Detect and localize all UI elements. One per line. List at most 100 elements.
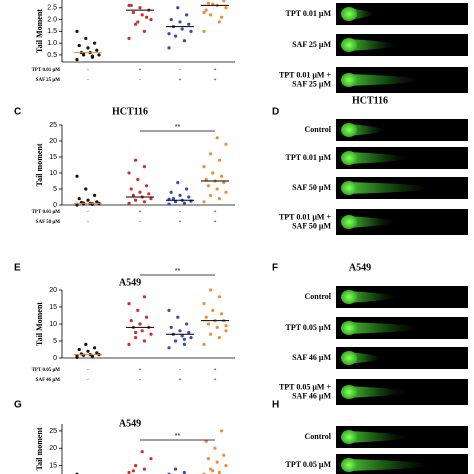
data-point — [86, 46, 90, 50]
y-tick-label: 2.5 — [47, 5, 57, 12]
data-point — [142, 29, 146, 33]
data-point — [93, 346, 97, 350]
data-point — [75, 203, 79, 207]
data-point — [178, 20, 182, 24]
data-point — [136, 177, 140, 181]
data-point — [149, 197, 153, 201]
data-point — [134, 336, 138, 340]
data-point — [131, 10, 135, 15]
comet-head — [341, 7, 357, 21]
condition-sign: - — [139, 220, 141, 225]
data-point — [180, 27, 184, 31]
condition-sign: + — [214, 378, 217, 383]
data-point — [167, 346, 171, 350]
comet-tail — [346, 216, 396, 228]
data-point — [185, 187, 189, 191]
image-row-label: Control — [304, 125, 331, 134]
image-row-label: TPT 0.05 μM + — [279, 382, 332, 391]
data-point — [217, 295, 221, 299]
data-point — [204, 315, 208, 319]
data-point — [224, 464, 228, 468]
condition-label: SAF 50 μM — [36, 220, 61, 225]
data-point — [220, 15, 224, 19]
comet-tail — [346, 74, 422, 86]
data-point — [224, 6, 228, 10]
data-point — [209, 13, 213, 17]
data-point — [77, 197, 81, 201]
data-point — [178, 329, 182, 333]
comet-tail — [346, 322, 421, 334]
data-point — [215, 325, 219, 329]
y-tick-label: 0 — [53, 355, 57, 362]
comet-tail — [346, 124, 387, 136]
data-point — [169, 190, 173, 194]
data-point — [206, 322, 210, 326]
data-point — [206, 457, 210, 461]
data-point — [204, 177, 208, 181]
panel-letter: F — [272, 263, 278, 274]
data-point — [127, 302, 131, 306]
condition-sign: - — [87, 210, 89, 215]
data-point — [90, 54, 94, 58]
data-point — [224, 190, 228, 194]
condition-sign: - — [87, 68, 89, 73]
y-tick-label: 10 — [49, 321, 57, 328]
data-point — [224, 329, 228, 333]
condition-label: TPT 0.01 μM — [32, 68, 61, 73]
data-point — [220, 429, 224, 433]
data-point — [202, 10, 206, 15]
data-point — [95, 200, 99, 204]
data-point — [182, 342, 186, 346]
comet-head — [341, 351, 357, 365]
data-point — [206, 184, 210, 188]
data-point — [217, 336, 221, 340]
data-point — [178, 193, 182, 197]
y-axis-label: Tail Moment — [35, 9, 44, 53]
y-axis-label: Tail moment — [35, 427, 44, 470]
panel-letter: E — [14, 263, 21, 274]
data-point — [134, 198, 138, 202]
data-point — [217, 20, 221, 24]
data-point — [134, 330, 138, 335]
data-point — [77, 43, 81, 48]
condition-sign: - — [87, 220, 89, 225]
comet-head — [341, 38, 357, 52]
data-point — [209, 193, 213, 197]
image-row-label: TPT 0.05 μM — [286, 460, 332, 469]
y-tick-label: 20 — [49, 445, 57, 452]
data-point — [174, 34, 178, 38]
data-point — [75, 29, 79, 33]
significance-label: ** — [175, 268, 181, 275]
panel-title: A549 — [119, 418, 141, 429]
data-point — [75, 174, 79, 178]
data-point — [220, 312, 224, 316]
data-point — [209, 288, 213, 292]
data-point — [93, 193, 97, 197]
data-point — [202, 29, 206, 33]
comet-head — [341, 321, 357, 335]
data-point — [176, 6, 180, 10]
data-point — [187, 195, 191, 199]
data-point — [134, 158, 138, 162]
data-point — [134, 22, 138, 26]
y-tick-label: 15 — [49, 154, 57, 161]
condition-sign: - — [179, 68, 181, 73]
data-point — [169, 325, 173, 329]
data-point — [84, 187, 88, 191]
data-point — [142, 200, 146, 204]
data-point — [134, 464, 138, 468]
y-tick-label: 5 — [53, 338, 57, 345]
panel-title: A549 — [349, 262, 371, 273]
data-point — [189, 336, 193, 340]
data-point — [174, 339, 178, 343]
condition-sign: + — [179, 378, 182, 383]
data-point — [167, 308, 171, 312]
condition-label: SAF 25 μM — [36, 78, 61, 83]
y-tick-label: 15 — [49, 304, 57, 311]
panel-letter: H — [272, 400, 279, 411]
comet-head — [341, 290, 357, 304]
data-point — [84, 36, 88, 41]
image-row-label: SAF 50 μM — [292, 183, 331, 192]
data-point — [202, 200, 206, 204]
